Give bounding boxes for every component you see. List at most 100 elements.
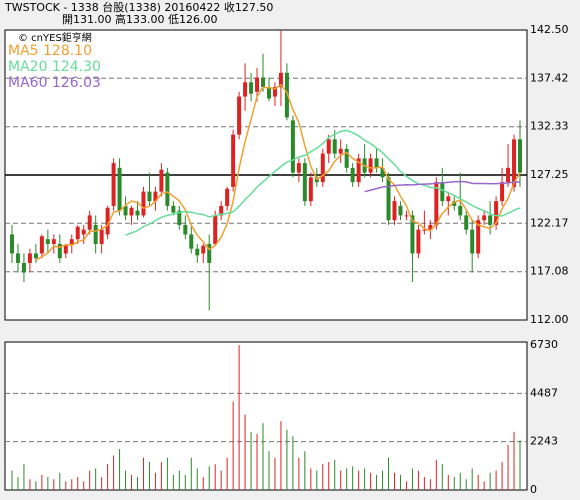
- candle-body: [488, 215, 493, 225]
- candle-body: [201, 245, 206, 254]
- candle-body: [45, 239, 50, 244]
- candle-body: [368, 158, 373, 173]
- header-title: TWSTOCK - 1338 台股(1338) 20160422 收127.50: [4, 0, 273, 14]
- candle-body: [141, 191, 146, 216]
- candle-body: [452, 201, 457, 206]
- ma-line: [364, 180, 520, 193]
- candle-body: [177, 210, 182, 225]
- candle-body: [207, 243, 212, 263]
- ma-legend: MA60 126.03: [8, 75, 101, 91]
- candle-body: [356, 158, 361, 183]
- volume-tick-label: 6730: [530, 338, 558, 351]
- candle-body: [440, 182, 445, 202]
- candle-body: [15, 253, 20, 263]
- candle-body: [338, 148, 343, 154]
- candle-body: [446, 196, 451, 202]
- candle-body: [99, 229, 104, 244]
- candle-body: [147, 191, 152, 202]
- y-tick-label: 112.00: [530, 313, 569, 326]
- candle-body: [386, 177, 391, 221]
- candle-body: [374, 158, 379, 168]
- candle-body: [189, 234, 194, 249]
- candle-body: [171, 205, 176, 213]
- y-tick-label: 137.42: [530, 71, 569, 84]
- candle-body: [153, 191, 158, 202]
- candle-body: [165, 172, 170, 206]
- volume-tick-label: 2243: [530, 435, 558, 448]
- candle-body: [482, 215, 487, 221]
- candle-body: [57, 243, 62, 259]
- candle-body: [404, 215, 409, 217]
- candle-body: [237, 96, 242, 135]
- candle-body: [500, 182, 505, 202]
- candle-body: [21, 262, 26, 273]
- candle-body: [422, 229, 427, 231]
- volume-panel: [4, 341, 528, 491]
- candle-body: [392, 201, 397, 221]
- y-tick-label: 122.17: [530, 216, 569, 229]
- candle-body: [320, 153, 325, 183]
- candle-body: [296, 163, 301, 173]
- candle-body: [105, 207, 110, 235]
- y-tick-label: 142.50: [530, 23, 569, 36]
- candle-body: [410, 215, 415, 254]
- candle-body: [39, 236, 44, 254]
- candle-body: [494, 201, 499, 225]
- candle-body: [219, 205, 224, 216]
- y-tick-label: 127.25: [530, 168, 569, 181]
- ma-line: [35, 83, 521, 261]
- candle-body: [249, 82, 254, 94]
- ma-legend: MA20 124.30: [8, 59, 101, 75]
- candle-body: [512, 139, 517, 187]
- candle-body: [255, 77, 260, 92]
- watermark: © cnYES鉅亨網: [18, 31, 92, 44]
- candle-body: [63, 245, 68, 254]
- candle-body: [476, 220, 481, 254]
- candle-body: [302, 163, 307, 202]
- candle-body: [87, 215, 92, 230]
- candle-body: [9, 234, 14, 254]
- candle-body: [506, 167, 511, 183]
- candle-body: [213, 215, 218, 244]
- candle-body: [308, 177, 313, 202]
- candle-body: [159, 169, 164, 192]
- candle-body: [195, 248, 200, 256]
- candle-body: [332, 139, 337, 154]
- candle-body: [75, 226, 80, 240]
- candle-body: [123, 205, 128, 216]
- candle-body: [284, 72, 289, 118]
- candle-body: [183, 224, 188, 235]
- volume-tick-label: 0: [530, 483, 537, 496]
- candle-body: [272, 87, 277, 97]
- candle-body: [326, 139, 331, 154]
- candle-body: [290, 120, 295, 173]
- candle-body: [69, 239, 74, 244]
- candle-body: [470, 229, 475, 254]
- candle-body: [51, 239, 56, 244]
- candle-body: [458, 205, 463, 216]
- candle-body: [81, 229, 86, 235]
- candle-body: [27, 253, 32, 263]
- candle-body: [231, 134, 236, 187]
- volume-tick-label: 4487: [530, 386, 558, 399]
- candle-body: [135, 210, 140, 216]
- candle-body: [261, 77, 266, 88]
- candle-body: [350, 167, 355, 183]
- y-tick-label: 132.33: [530, 120, 569, 133]
- candle-body: [93, 224, 98, 244]
- candle-body: [129, 207, 134, 216]
- candle-body: [380, 167, 385, 178]
- candle-body: [117, 167, 122, 211]
- candle-body: [266, 87, 271, 99]
- ma-line: [125, 129, 521, 237]
- candle-body: [243, 82, 248, 97]
- candle-body: [434, 182, 439, 225]
- candle-body: [278, 72, 283, 88]
- candle-body: [464, 215, 469, 230]
- candle-body: [518, 139, 523, 173]
- ma-legend: MA5 128.10: [8, 43, 92, 59]
- y-tick-label: 117.08: [530, 265, 569, 278]
- candle-body: [111, 163, 116, 206]
- candle-body: [398, 205, 403, 216]
